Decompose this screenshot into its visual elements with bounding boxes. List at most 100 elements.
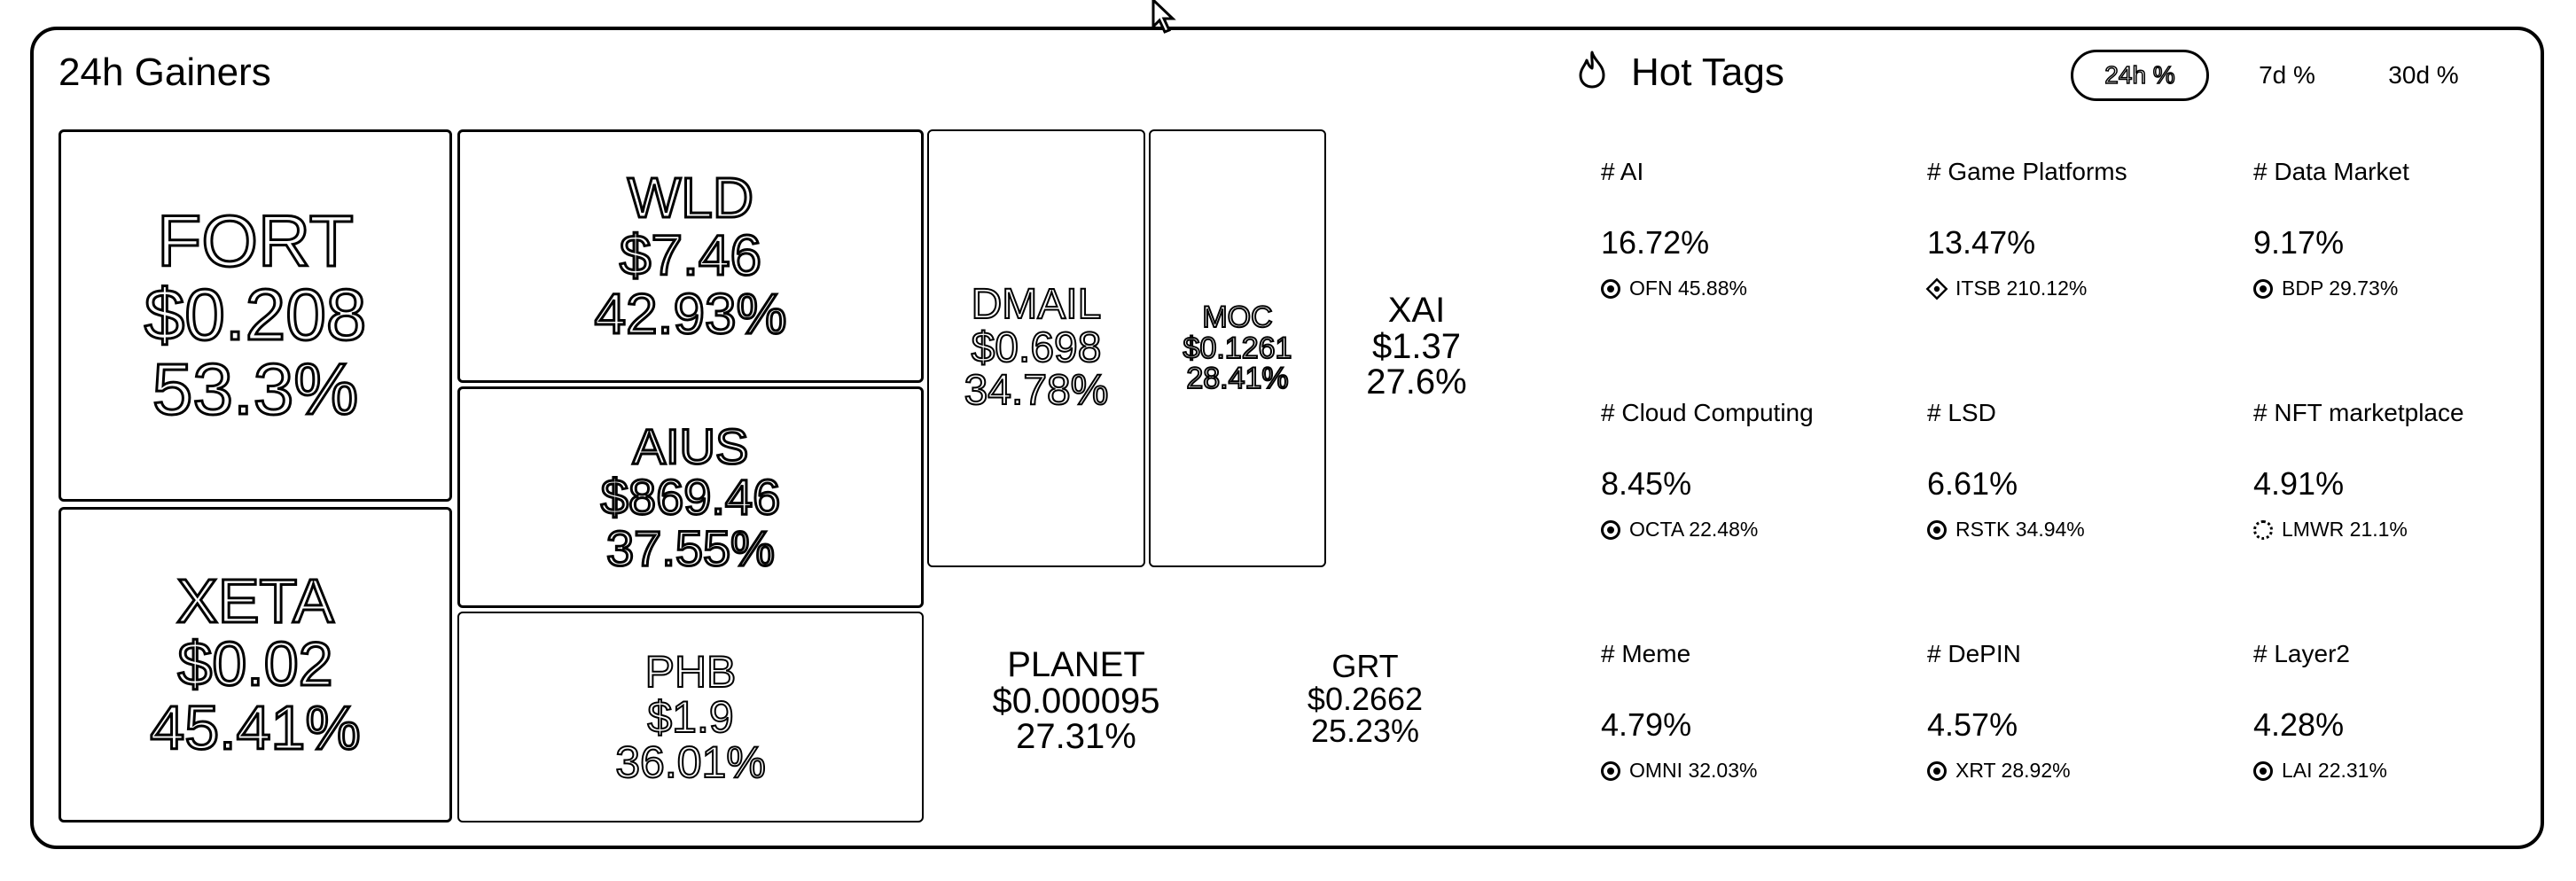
tag-name: # Data Market	[2253, 158, 2409, 185]
tile-change: 27.6%	[1366, 363, 1467, 402]
tile-symbol: WLD	[626, 166, 754, 230]
tag-depin[interactable]: # DePIN 4.57% XRT 28.92%	[1927, 642, 2229, 783]
tile-price: $0.1261	[1183, 331, 1293, 365]
tag-name: # AI	[1601, 158, 1644, 185]
gainer-tile-xai[interactable]: XAI $1.37 27.6%	[1330, 280, 1503, 413]
gainer-tile-phb[interactable]: PHB $1.9 36.01%	[457, 612, 924, 823]
tile-price: $0.2662	[1307, 680, 1424, 717]
hot-tags-title: Hot Tags	[1631, 51, 1784, 94]
coin-icon	[2253, 760, 2273, 781]
tag-top-coin: RSTK 34.94%	[1927, 518, 2229, 542]
tag-top-coin: BDP 29.73%	[2253, 277, 2555, 300]
tag-name: # DePIN	[1927, 640, 2021, 667]
tile-price: $7.46	[618, 223, 762, 288]
gainers-card	[30, 27, 2544, 849]
gainer-tile-xeta[interactable]: XETA $0.02 45.41%	[59, 507, 452, 823]
tag-nft-marketplace[interactable]: # NFT marketplace 4.91% LMWR 21.1%	[2253, 401, 2555, 542]
coin-icon	[1601, 519, 1620, 540]
tag-top-coin: LAI 22.31%	[2253, 759, 2555, 783]
tile-symbol: MOC	[1201, 300, 1273, 334]
tile-price: $0.02	[176, 629, 334, 699]
tag-lsd[interactable]: # LSD 6.61% RSTK 34.94%	[1927, 401, 2229, 542]
tag-name: # LSD	[1927, 399, 1996, 426]
tile-change: 27.31%	[1016, 717, 1136, 757]
tile-symbol: AIUS	[631, 418, 750, 475]
tab-24h[interactable]: 24h %	[2071, 50, 2209, 101]
tile-change: 42.93%	[593, 281, 788, 346]
tag-coin-label: OMNI 32.03%	[1629, 759, 1758, 782]
tile-price: $1.37	[1371, 326, 1462, 366]
tag-change: 8.45%	[1601, 465, 1692, 502]
tag-name: # NFT marketplace	[2253, 399, 2464, 426]
coin-icon	[1601, 760, 1620, 781]
coin-icon	[1601, 278, 1620, 299]
tag-meme[interactable]: # Meme 4.79% OMNI 32.03%	[1601, 642, 1902, 783]
gainer-tile-planet[interactable]: PLANET $0.000095 27.31%	[943, 635, 1209, 768]
tag-name: # Cloud Computing	[1601, 399, 1814, 426]
tag-top-coin: LMWR 21.1%	[2253, 518, 2555, 542]
tag-change: 4.79%	[1601, 706, 1692, 743]
tile-symbol: PLANET	[1007, 644, 1145, 684]
tag-coin-label: ITSB 210.12%	[1955, 277, 2088, 300]
tag-name: # Meme	[1601, 640, 1691, 667]
tile-symbol: PHB	[644, 646, 738, 697]
tile-change: 36.01%	[614, 737, 767, 787]
gainer-tile-moc[interactable]: MOC $0.1261 28.41%	[1149, 129, 1326, 567]
tag-coin-label: OFN 45.88%	[1629, 277, 1747, 300]
tag-change: 4.57%	[1927, 706, 2018, 743]
coin-icon	[2253, 278, 2273, 299]
gainer-tile-aius[interactable]: AIUS $869.46 37.55%	[457, 386, 924, 608]
gainer-tile-dmail[interactable]: DMAIL $0.698 34.78%	[927, 129, 1145, 567]
tag-top-coin: ITSB 210.12%	[1925, 277, 2229, 300]
tile-change: 25.23%	[1310, 713, 1420, 750]
tag-change: 4.91%	[2253, 465, 2345, 502]
tag-change: 13.47%	[1927, 224, 2036, 261]
tile-change: 28.41%	[1185, 362, 1289, 396]
tag-top-coin: XRT 28.92%	[1927, 759, 2229, 783]
tag-change: 16.72%	[1601, 224, 1710, 261]
mouse-cursor-icon	[1151, 0, 1176, 34]
tag-top-coin: OMNI 32.03%	[1601, 759, 1902, 783]
gainer-tile-fort[interactable]: FORT $0.208 53.3%	[59, 129, 452, 502]
coin-icon	[1927, 519, 1947, 540]
tag-coin-label: OCTA 22.48%	[1629, 518, 1759, 541]
tag-name: # Layer2	[2253, 640, 2350, 667]
tile-price: $0.208	[143, 275, 368, 356]
tag-change: 6.61%	[1927, 465, 2018, 502]
tag-ai[interactable]: # AI 16.72% OFN 45.88%	[1601, 160, 1902, 300]
tab-7d[interactable]: 7d %	[2259, 61, 2315, 89]
tag-game-platforms[interactable]: # Game Platforms 13.47% ITSB 210.12%	[1925, 158, 2229, 300]
tile-price: $0.000095	[992, 681, 1160, 721]
gainers-title: 24h Gainers	[59, 51, 271, 94]
tile-change: 45.41%	[149, 692, 362, 762]
tag-cloud-computing[interactable]: # Cloud Computing 8.45% OCTA 22.48%	[1601, 401, 1902, 542]
gainer-tile-grt[interactable]: GRT $0.2662 25.23%	[1241, 642, 1489, 757]
tag-coin-label: XRT 28.92%	[1955, 759, 2071, 782]
tab-30d[interactable]: 30d %	[2388, 61, 2459, 89]
tile-symbol: XAI	[1387, 290, 1446, 330]
tile-symbol: DMAIL	[971, 280, 1103, 328]
period-tabs: 24h % 7d % 30d %	[2071, 50, 2486, 101]
tag-coin-label: BDP 29.73%	[2282, 277, 2399, 300]
tile-symbol: XETA	[176, 565, 336, 635]
tile-change: 53.3%	[151, 348, 360, 430]
tile-symbol: GRT	[1331, 647, 1399, 684]
tile-price: $869.46	[599, 469, 781, 526]
tag-change: 4.28%	[2253, 706, 2345, 743]
tag-top-coin: OCTA 22.48%	[1601, 518, 1902, 542]
tag-name: # Game Platforms	[1927, 158, 2127, 185]
tab-label: 24h %	[2104, 60, 2176, 90]
tag-data-market[interactable]: # Data Market 9.17% BDP 29.73%	[2253, 160, 2555, 300]
tag-layer2[interactable]: # Layer2 4.28% LAI 22.31%	[2253, 642, 2555, 783]
coin-icon	[1925, 277, 1948, 300]
coin-icon	[1927, 760, 1947, 781]
tag-coin-label: LAI 22.31%	[2282, 759, 2387, 782]
tag-change: 9.17%	[2253, 224, 2345, 261]
tag-top-coin: OFN 45.88%	[1601, 277, 1902, 300]
coin-icon	[2253, 519, 2273, 540]
tile-change: 34.78%	[964, 367, 1110, 415]
gainer-tile-wld[interactable]: WLD $7.46 42.93%	[457, 129, 924, 383]
tile-symbol: FORT	[156, 200, 355, 282]
tile-change: 37.55%	[605, 519, 777, 576]
flame-icon	[1579, 51, 1605, 89]
